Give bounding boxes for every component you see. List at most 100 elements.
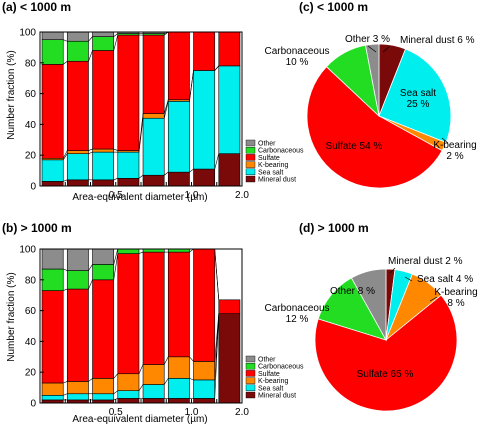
pie-label-carbonaceous: Carbonaceous 12 % [264, 303, 329, 325]
bar-segment-sulfate-6 [167, 251, 190, 358]
legend-swatch-carbonaceous [245, 146, 256, 154]
x-tick-label: 2.0 [235, 190, 249, 201]
connector-line [63, 393, 68, 396]
bar-segment-sulfate-3 [92, 50, 115, 150]
chart-a-axes: 0 20 40 60 80 100 0.5 1.0 2.0 [19, 28, 249, 202]
bar-segment-sea-salt-4 [117, 390, 140, 399]
x-tick-label: 1.0 [185, 190, 199, 201]
bar-segment-other-2 [66, 31, 89, 42]
bar-segment-sea-salt-2 [66, 393, 89, 401]
bar-segment-sea-salt-5 [142, 117, 165, 176]
bar-segment-mineral-dust-8 [218, 313, 241, 404]
connector-line [138, 384, 144, 391]
bar-segment-carbonaceous-3 [92, 264, 115, 281]
connector-line [63, 268, 68, 271]
legend-swatch-sea-salt [245, 168, 256, 176]
connector-line [214, 65, 219, 71]
chart-d-title: (d) > 1000 m [299, 221, 369, 235]
bar-chart-b: (b) > 1000 m 0 20 40 60 80 100 0.5 1.0 2.0 Area-… [2, 221, 304, 425]
bar-segment-sulfate-8 [218, 299, 241, 314]
bar-segment-sulfate-3 [92, 279, 115, 379]
connector-line [113, 148, 118, 151]
pie-label-mineral-dust: Mineral dust 2 % [388, 256, 463, 267]
bar-segment-mineral-dust-7 [193, 168, 216, 187]
bar-segment-sulfate-5 [142, 251, 165, 365]
bar-segment-k-bearing-5 [142, 113, 165, 119]
connector-line [113, 390, 118, 394]
y-tick-label: 100 [19, 245, 36, 256]
legend-label-sea-salt: Sea salt [258, 169, 283, 176]
connector-line [163, 378, 169, 385]
connector-line [113, 373, 118, 379]
pie-label-mineral-dust: Mineral dust 6 % [400, 35, 475, 46]
pie-chart-c: (c) < 1000 m Mineral dust 6 % Other 3 % Ca… [264, 0, 477, 189]
y-tick-label: 20 [25, 151, 37, 162]
connector-line [214, 313, 220, 362]
pie-label-sulfate: Sulfate 65 % [357, 369, 414, 380]
x-tick-label: 0.5 [109, 190, 123, 201]
bar-segment-mineral-dust-6 [167, 171, 190, 187]
connector-line [63, 288, 68, 291]
leader-line [367, 45, 377, 53]
pie-slice-sulfate [314, 294, 458, 412]
legend-label-sea-salt: Sea salt [258, 385, 283, 392]
chart-b-bars [41, 248, 241, 404]
y-tick-label: 40 [25, 337, 37, 348]
y-tick-label: 0 [30, 182, 36, 193]
legend-label-carbonaceous: Carbonaceous [258, 148, 304, 155]
bar-segment-sea-salt-7 [193, 70, 216, 170]
pie-slice-other [365, 43, 380, 117]
bar-segment-carbonaceous-2 [66, 40, 89, 62]
bar-segment-k-bearing-1 [41, 382, 64, 396]
legend-label-k-bearing: K-bearing [258, 378, 288, 385]
leader-line [389, 267, 396, 274]
connector-line [88, 279, 93, 290]
chart-a-ylabel: Number fraction (%) [6, 50, 17, 139]
connector-line [62, 150, 68, 159]
bar-segment-carbonaceous-1 [41, 39, 64, 65]
legend-swatch-mineral-dust [245, 175, 256, 183]
x-tick-label: 0.5 [109, 407, 123, 418]
legend-swatch-other [245, 139, 256, 147]
bar-segment-sulfate-4 [117, 34, 140, 151]
bar-segment-k-bearing-2 [66, 381, 89, 395]
pie-label-other: Other 8 % [330, 286, 375, 297]
bar-segment-sea-salt-5 [142, 384, 165, 399]
chart-b-xlabel: Area-equivalent diameter (µm) [72, 414, 207, 425]
chart-b-ylabel: Number fraction (%) [6, 272, 17, 361]
connector-line [214, 153, 220, 170]
bar-segment-mineral-dust-1 [41, 181, 64, 187]
bar-segment-other-3 [92, 31, 115, 37]
y-tick-label: 60 [25, 89, 37, 100]
connector-line [63, 61, 68, 65]
pie-slice-other [350, 268, 387, 342]
bar-segment-mineral-dust-3 [92, 179, 115, 187]
bar-segment-sea-salt-8 [218, 65, 241, 154]
connector-line [113, 35, 119, 51]
legend-swatch-carbonaceous [245, 363, 256, 370]
pie-label-sea-salt: Sea salt 4 % [417, 274, 473, 285]
connector-line [88, 36, 93, 42]
connector-line [62, 153, 68, 160]
bar-segment-sea-salt-2 [66, 153, 89, 181]
bar-chart-a: (a) < 1000 m 0 20 40 60 80 100 0.5 1.0 2.0 Area-… [2, 0, 304, 203]
legend-swatch-mineral-dust [245, 391, 256, 399]
y-tick-label: 60 [25, 306, 37, 317]
leader-line [404, 276, 413, 282]
chart-b-axes: 0 20 40 60 80 100 0.5 1.0 2.0 [19, 245, 249, 419]
legend-swatch-sulfate [245, 370, 256, 377]
pie-slice-sulfate [306, 66, 443, 189]
connector-line [63, 179, 68, 182]
pie-label-k-bearing: K-bearing 2 % [433, 140, 476, 162]
bar-segment-sea-salt-6 [167, 101, 190, 173]
bar-segment-sulfate-6 [167, 31, 190, 101]
pie-label-carbonaceous: Carbonaceous 10 % [264, 46, 329, 68]
bar-segment-sea-salt-3 [92, 393, 115, 401]
bar-segment-sulfate-2 [66, 288, 89, 382]
chart-d-slices [314, 268, 458, 412]
legend-swatch-k-bearing [245, 377, 256, 384]
bar-segment-k-bearing-7 [193, 361, 216, 381]
bar-segment-sulfate-7 [193, 248, 216, 362]
bar-segment-k-bearing-3 [92, 148, 115, 153]
